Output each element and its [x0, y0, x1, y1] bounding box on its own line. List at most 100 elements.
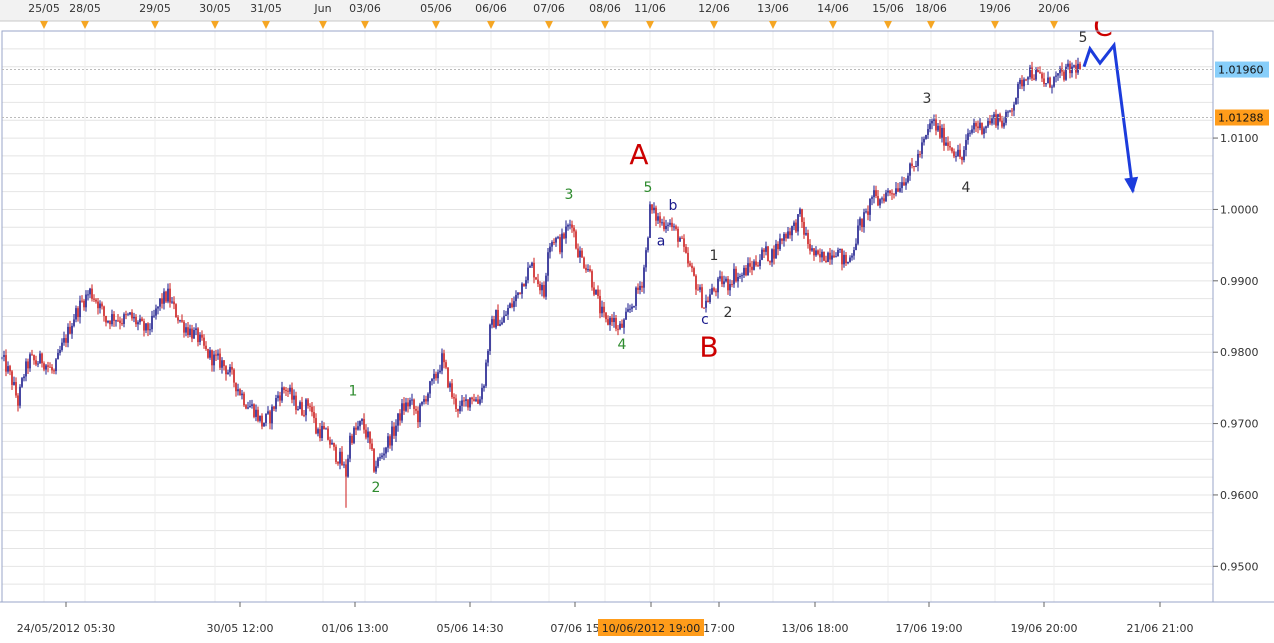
- candle-body: [763, 249, 765, 252]
- candle-body: [263, 422, 265, 427]
- candle-body: [807, 232, 809, 245]
- candle-body: [699, 287, 701, 290]
- candle-body: [377, 458, 379, 467]
- wave-label: 4: [962, 180, 971, 196]
- y-tick-label: 0.9600: [1220, 489, 1259, 502]
- candle-body: [39, 353, 41, 364]
- candle-body: [1025, 79, 1027, 81]
- candle-body: [397, 413, 399, 426]
- candle-body: [113, 314, 115, 321]
- candle-body: [365, 429, 367, 438]
- candle-body: [587, 269, 589, 271]
- candle-body: [511, 303, 513, 308]
- candle-body: [897, 188, 899, 192]
- candle-body: [521, 283, 523, 294]
- cursor-time-label: 10/06/2012 19:00: [602, 622, 701, 635]
- x-tick-label: 17:00: [703, 622, 735, 635]
- candle-body: [877, 196, 879, 206]
- candle-body: [689, 263, 691, 266]
- candle-body: [1023, 79, 1025, 87]
- candle-body: [823, 251, 825, 261]
- candle-body: [651, 204, 653, 211]
- candle-body: [483, 385, 485, 388]
- candle-body: [479, 399, 481, 404]
- candle-body: [495, 309, 497, 328]
- session-marker: [151, 21, 159, 29]
- candle-body: [921, 142, 923, 154]
- candle-body: [1073, 65, 1075, 67]
- candle-body: [115, 320, 117, 322]
- candle-body: [677, 228, 679, 242]
- candle-body: [223, 360, 225, 367]
- top-date-label: 20/06: [1038, 2, 1070, 15]
- candle-body: [331, 442, 333, 445]
- candle-body: [753, 261, 755, 270]
- candle-body: [741, 275, 743, 277]
- top-date-label: 12/06: [698, 2, 730, 15]
- candle-body: [695, 275, 697, 290]
- candle-body: [751, 266, 753, 270]
- candle-body: [771, 249, 773, 263]
- price-marker-box: [1215, 109, 1269, 126]
- candle-body: [13, 382, 15, 385]
- candle-body: [129, 312, 131, 315]
- candle-body: [393, 426, 395, 436]
- candle-body: [589, 269, 591, 272]
- candle-body: [647, 237, 649, 251]
- candle-body: [773, 249, 775, 259]
- candle-body: [117, 320, 119, 322]
- candle-body: [783, 234, 785, 241]
- candle-body: [433, 373, 435, 379]
- candle-body: [665, 225, 667, 230]
- candle-body: [747, 263, 749, 276]
- wave-label: 3: [923, 91, 932, 107]
- candle-body: [133, 316, 135, 319]
- candle-body: [839, 248, 841, 250]
- candle-body: [111, 314, 113, 325]
- y-tick-label: 1.0100: [1220, 132, 1259, 145]
- candle-body: [793, 222, 795, 227]
- candle-body: [293, 395, 295, 400]
- wave-label: a: [657, 234, 666, 250]
- candle-body: [985, 126, 987, 129]
- candle-body: [813, 248, 815, 256]
- candle-body: [53, 370, 55, 372]
- candle-body: [625, 311, 627, 320]
- candle-body: [573, 227, 575, 232]
- candle-body: [539, 283, 541, 291]
- candle-body: [135, 316, 137, 325]
- candle-body: [593, 287, 595, 295]
- candle-body: [1009, 110, 1011, 112]
- candle-body: [1061, 68, 1063, 72]
- candle-body: [815, 250, 817, 256]
- candle-body: [785, 234, 787, 239]
- candle-body: [477, 399, 479, 404]
- candle-body: [843, 254, 845, 265]
- candle-body: [939, 125, 941, 138]
- candle-body: [269, 411, 271, 424]
- candle-body: [213, 354, 215, 366]
- candle-body: [955, 156, 957, 158]
- candle-body: [241, 393, 243, 396]
- candle-body: [499, 324, 501, 326]
- session-marker: [487, 21, 495, 29]
- candle-body: [1011, 110, 1013, 112]
- candle-body: [945, 142, 947, 146]
- candle-body: [127, 314, 129, 316]
- top-date-label: 25/05: [28, 2, 60, 15]
- candle-body: [933, 119, 935, 121]
- candle-body: [247, 407, 249, 409]
- candle-body: [417, 410, 419, 423]
- candle-body: [1079, 63, 1081, 70]
- candle-body: [989, 120, 991, 124]
- candle-body: [881, 198, 883, 200]
- candle-body: [739, 276, 741, 278]
- candle-body: [203, 337, 205, 346]
- candle-body: [363, 419, 365, 430]
- candle-body: [595, 289, 597, 295]
- session-marker: [927, 21, 935, 29]
- price-marker-label: 1.01960: [1218, 64, 1264, 77]
- candle-body: [719, 276, 721, 279]
- price-axis-bg: [1214, 31, 1274, 602]
- candle-body: [799, 209, 801, 215]
